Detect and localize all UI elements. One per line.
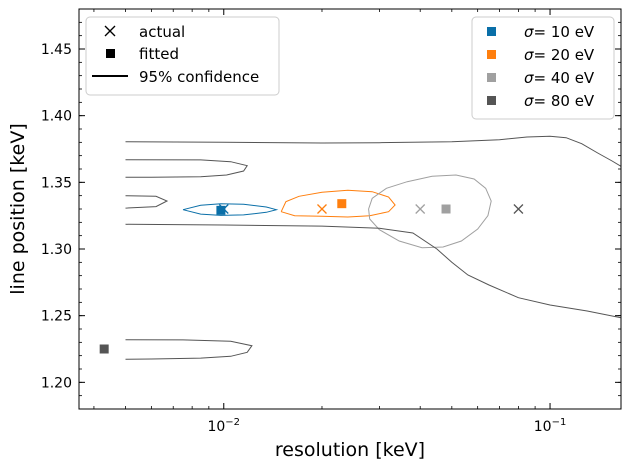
- contour-layer: [125, 135, 621, 360]
- y-tick-label: 1.45: [41, 42, 72, 58]
- y-tick-label: 1.40: [41, 109, 72, 125]
- legend-swatch-sigma-80: [487, 96, 496, 105]
- x-tick-label: 10−2: [207, 417, 240, 435]
- legend-swatch-sigma-20: [487, 50, 496, 59]
- x-axis-label: resolution [keV]: [275, 439, 425, 461]
- marker-layer: [99, 199, 524, 354]
- actual-marker-sigma-80: [513, 204, 524, 214]
- legend-square-marker: [106, 49, 115, 58]
- legend-swatch-sigma-40: [487, 73, 496, 82]
- y-tick-label: 1.35: [41, 175, 72, 191]
- sigma-10-label: = 10 eV: [534, 23, 595, 41]
- x-axis: 10−2 10−1: [93, 9, 567, 435]
- legend-left-frame: [85, 16, 280, 96]
- y-tick-label: 1.25: [41, 309, 72, 325]
- legend-label-sigma-20: σ= 20 eV: [524, 46, 595, 64]
- sigma-20-label: = 20 eV: [534, 46, 595, 64]
- sigma-40-label: = 40 eV: [534, 69, 595, 87]
- confidence-contour-sigma-80-3: [125, 223, 621, 319]
- y-tick-label: 1.20: [41, 375, 72, 391]
- y-axis-label: line position [keV]: [7, 123, 29, 294]
- y-tick-label: 1.30: [41, 242, 72, 258]
- legend-right-frame: [471, 16, 615, 120]
- legend-label-sigma-10: σ= 10 eV: [524, 23, 595, 41]
- fitted-marker-sigma-10: [216, 205, 226, 215]
- confidence-contour-sigma-40-0: [368, 174, 492, 249]
- confidence-contour-sigma-20-0: [280, 189, 396, 218]
- fitted-marker-sigma-40: [441, 204, 451, 214]
- x-tick-label: 10−1: [534, 417, 567, 435]
- sigma-symbol: σ: [524, 92, 534, 110]
- fitted-marker-sigma-80: [99, 344, 109, 354]
- sigma-80-label: = 80 eV: [534, 92, 595, 110]
- confidence-contour-sigma-80-1: [125, 159, 249, 178]
- fitted-marker-sigma-20: [337, 199, 347, 209]
- sigma-symbol: σ: [524, 46, 534, 64]
- legend-label-sigma-80: σ= 80 eV: [524, 92, 595, 110]
- confidence-contour-sigma-10-0: [182, 203, 279, 216]
- legend-label-actual: actual: [139, 23, 185, 41]
- y-axis: 1.20 1.25 1.30 1.35 1.40 1.45: [41, 21, 621, 397]
- legend-label-fitted: fitted: [139, 45, 179, 63]
- legend-swatch-sigma-10: [487, 27, 496, 36]
- actual-marker-sigma-40: [415, 204, 426, 214]
- actual-marker-sigma-20: [317, 204, 327, 214]
- legend-right: σ= 10 eV σ= 20 eV σ= 40 eV σ= 80 eV: [471, 16, 615, 120]
- confidence-contour-sigma-80-4: [125, 339, 253, 360]
- confidence-contour-sigma-80-0: [125, 135, 621, 167]
- legend-label-confidence: 95% confidence: [139, 68, 259, 86]
- confidence-contour-sigma-80-2: [125, 195, 169, 209]
- legend-cross-marker: [104, 25, 116, 37]
- legend-left: actual fitted 95% confidence: [85, 16, 280, 96]
- legend-label-sigma-40: σ= 40 eV: [524, 69, 595, 87]
- sigma-symbol: σ: [524, 23, 534, 41]
- sigma-symbol: σ: [524, 69, 534, 87]
